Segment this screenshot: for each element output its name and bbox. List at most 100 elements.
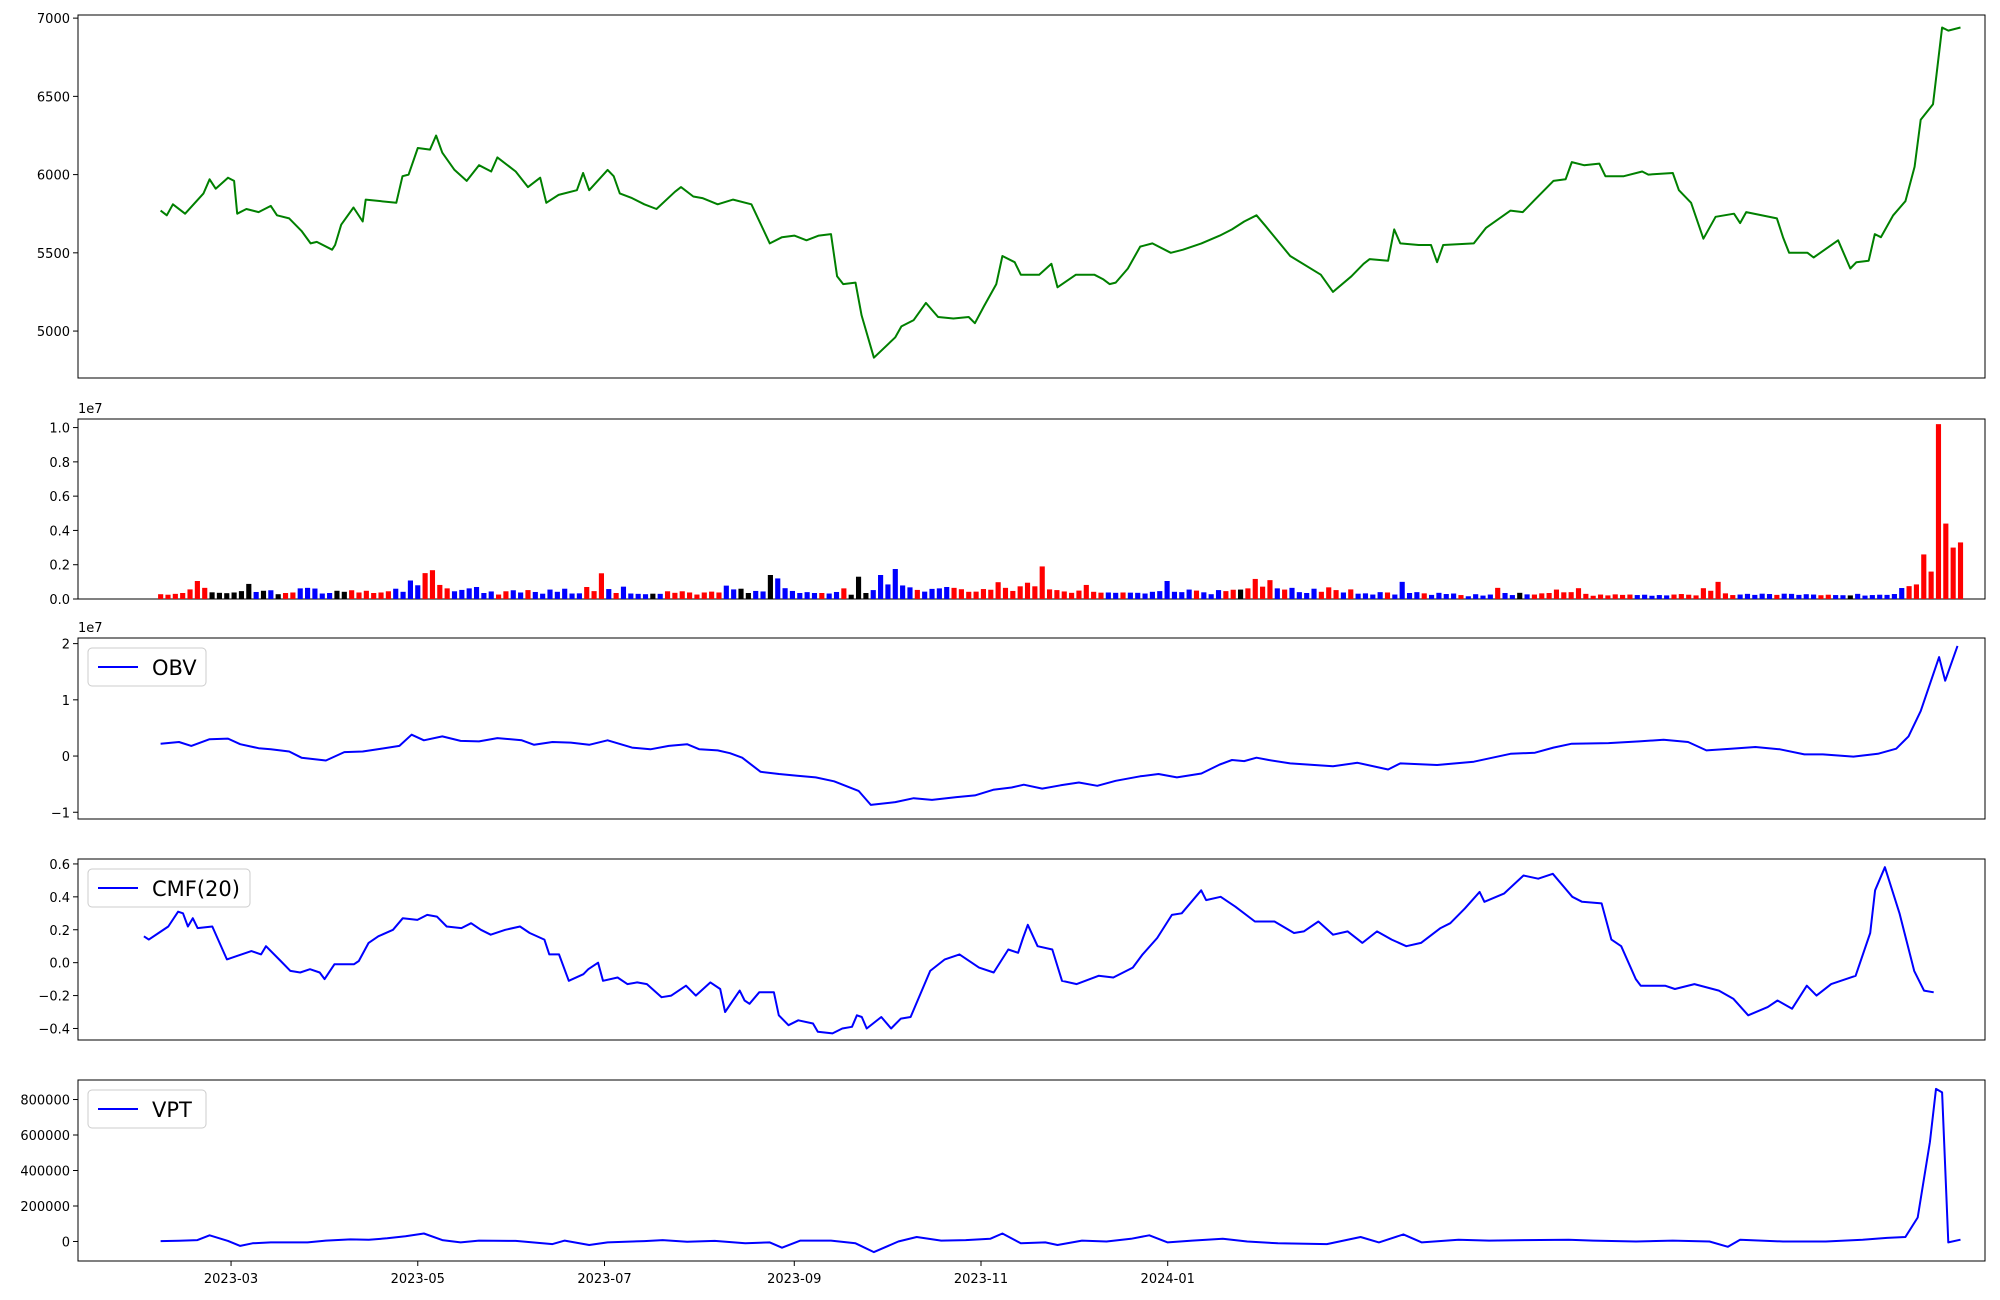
- legend: CMF(20): [87, 868, 251, 908]
- y-tick-label: 1: [62, 694, 70, 709]
- volume-bar: [1678, 594, 1684, 599]
- volume-bar: [811, 593, 818, 599]
- volume-bar: [1671, 594, 1677, 599]
- volume-bar: [907, 587, 913, 599]
- y-tick-label: 1.0: [49, 422, 70, 437]
- volume-bar: [1686, 594, 1692, 599]
- volume-bar: [870, 590, 876, 599]
- volume-bar: [738, 588, 744, 599]
- volume-bar: [202, 587, 208, 599]
- volume-bar: [1715, 581, 1721, 599]
- volume-bar: [936, 588, 942, 599]
- y-tick-label: 400000: [20, 1165, 70, 1180]
- volume-bar: [576, 593, 582, 599]
- volume-bar: [1913, 584, 1920, 599]
- volume-bar: [525, 590, 531, 599]
- volume-bar: [1906, 586, 1912, 599]
- y-tick-label: 5000: [37, 325, 70, 340]
- volume-bar: [290, 592, 296, 599]
- volume-panel: 0.0 0.2 0.4 0.6 0.8 1.0 1e7: [49, 402, 1986, 608]
- volume-bar: [878, 575, 884, 599]
- x-tick-label: 2023-07: [577, 1272, 631, 1287]
- volume-bar: [1237, 589, 1244, 599]
- volume-bar: [804, 592, 810, 599]
- obv-panel: −1 0 1 2 1e7 OBV: [51, 621, 1986, 821]
- volume-bar: [165, 594, 171, 599]
- volume-bar: [1744, 593, 1751, 599]
- volume-bar: [1487, 594, 1493, 599]
- volume-bar: [1164, 581, 1170, 599]
- volume-bar: [716, 592, 722, 599]
- y-tick-label: 0.0: [49, 593, 70, 608]
- series-line-price: [159, 26, 1961, 359]
- y-tick-label: −1: [51, 806, 70, 821]
- axes-frame: [77, 1079, 1986, 1262]
- volume-bar: [1656, 595, 1662, 599]
- volume-bar: [1142, 593, 1148, 599]
- volume-bar: [1002, 587, 1009, 599]
- volume-bar: [1642, 594, 1648, 599]
- volume-bar: [760, 591, 766, 599]
- volume-bar: [1171, 591, 1178, 599]
- volume-bar: [1473, 594, 1479, 599]
- volume-bar: [782, 588, 788, 599]
- axes-frame: [77, 858, 1986, 1041]
- volume-bar: [745, 593, 751, 599]
- volume-bar: [1752, 594, 1758, 599]
- volume-bar: [848, 594, 854, 599]
- volume-bar: [209, 592, 215, 599]
- volume-bar: [1436, 592, 1442, 599]
- volume-bar: [1326, 587, 1332, 599]
- volume-bar: [297, 588, 303, 599]
- volume-bar: [1847, 595, 1853, 599]
- volume-bar: [1796, 594, 1802, 599]
- volume-bar: [1855, 593, 1861, 599]
- volume-bar: [1421, 593, 1427, 599]
- volume-bar: [459, 589, 465, 599]
- volume-bar: [260, 590, 267, 599]
- volume-bar: [973, 591, 979, 599]
- volume-bar: [1840, 595, 1846, 599]
- volume-bar: [510, 590, 516, 599]
- volume-bar: [723, 585, 729, 599]
- y-tick-label: 5500: [37, 247, 70, 262]
- volume-bar: [1605, 595, 1611, 599]
- volume-bar: [1957, 542, 1964, 599]
- x-tick-label: 2023-05: [391, 1272, 445, 1287]
- legend-label: CMF(20): [152, 877, 240, 901]
- volume-bar: [1620, 594, 1626, 599]
- volume-bar: [1311, 588, 1317, 599]
- volume-bar: [885, 584, 891, 599]
- volume-bar: [789, 590, 796, 599]
- volume-bar: [1825, 594, 1831, 599]
- y-tick-label: 6500: [37, 90, 70, 105]
- volume-bar: [275, 594, 281, 599]
- volume-bar: [1928, 571, 1934, 599]
- volume-bar: [606, 589, 612, 599]
- volume-bar: [1943, 523, 1949, 599]
- volume-bar: [216, 592, 222, 599]
- volume-bar: [1370, 594, 1376, 599]
- volume-bar: [900, 585, 906, 599]
- volume-bar: [1649, 595, 1655, 599]
- volume-bar: [1480, 595, 1486, 599]
- legend-label: OBV: [152, 656, 197, 680]
- volume-bar: [1737, 594, 1743, 599]
- volume-bar: [1627, 594, 1633, 599]
- volume-bar: [1377, 592, 1383, 599]
- volume-bar: [1091, 591, 1097, 599]
- volume-bar: [1502, 593, 1508, 599]
- volume-bar: [1039, 566, 1045, 599]
- volume-bar: [532, 591, 538, 599]
- volume-bar: [1355, 593, 1361, 599]
- y-tick-label: −0.2: [38, 990, 70, 1005]
- volume-bar: [547, 589, 553, 599]
- volume-bar: [1054, 590, 1060, 599]
- volume-bar: [1891, 594, 1897, 599]
- volume-bar: [282, 593, 289, 599]
- volume-bar: [1788, 593, 1795, 599]
- volume-bar: [180, 593, 186, 599]
- volume-bar: [341, 591, 347, 599]
- volume-bar: [995, 582, 1001, 599]
